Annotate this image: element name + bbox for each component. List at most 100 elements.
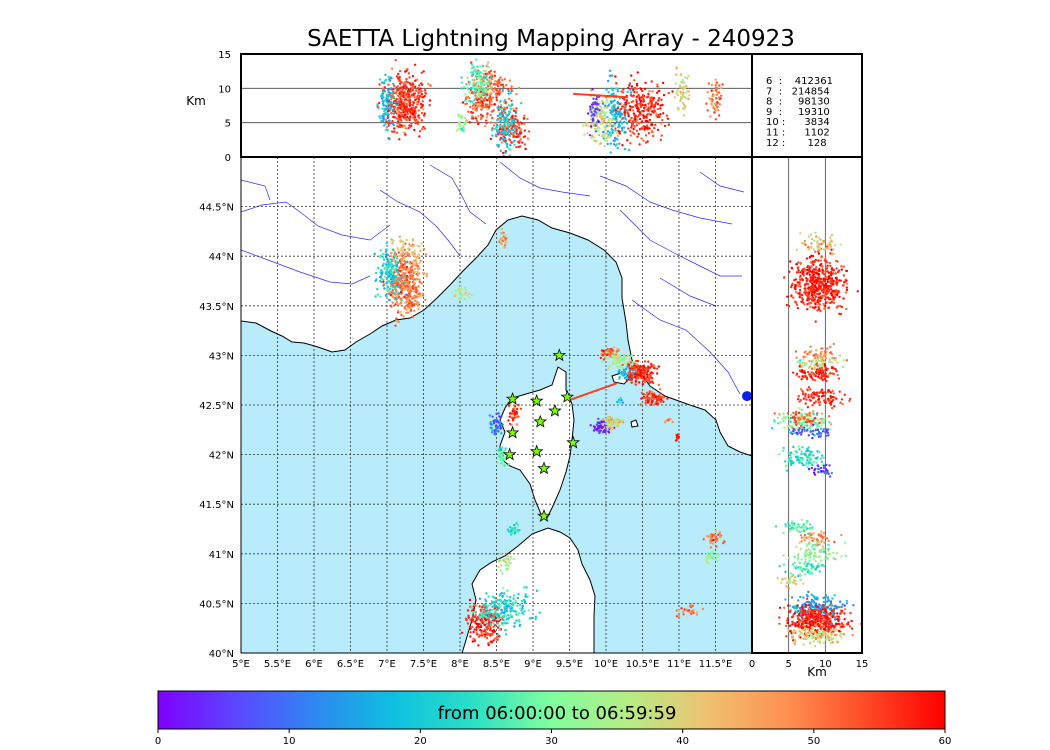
map-source-point bbox=[394, 297, 397, 300]
lon-altitude-point bbox=[644, 105, 648, 109]
altitude-lat-point bbox=[839, 401, 842, 404]
altitude-lat-point bbox=[818, 285, 821, 288]
lon-altitude-point bbox=[645, 124, 649, 127]
lon-altitude-point bbox=[382, 124, 386, 127]
lon-altitude-point bbox=[408, 76, 411, 79]
lon-altitude-point bbox=[591, 88, 594, 91]
lon-altitude-point bbox=[715, 93, 719, 97]
altitude-lat-point bbox=[824, 304, 827, 308]
altitude-lat-point bbox=[813, 284, 817, 288]
lon-altitude-point bbox=[469, 88, 472, 92]
lon-altitude-point bbox=[392, 105, 395, 109]
map-source-point bbox=[492, 422, 496, 425]
map-source-point bbox=[403, 265, 406, 268]
lon-altitude-point bbox=[625, 101, 628, 104]
map-source-point bbox=[499, 457, 502, 460]
lon-altitude-point bbox=[457, 121, 461, 124]
lon-altitude-point bbox=[714, 103, 718, 107]
lon-altitude-point bbox=[597, 130, 600, 133]
map-source-point bbox=[511, 412, 514, 415]
lon-altitude-point bbox=[508, 79, 512, 82]
map-source-point bbox=[385, 256, 388, 259]
lon-altitude-point bbox=[515, 92, 518, 96]
lon-altitude-point bbox=[477, 121, 480, 125]
map-source-point bbox=[401, 268, 404, 272]
map-source-point bbox=[709, 541, 713, 544]
map-source-point bbox=[493, 433, 497, 436]
map-source-point bbox=[622, 359, 625, 362]
map-x-tick-label: 5°E bbox=[232, 659, 250, 670]
lon-altitude-point bbox=[612, 139, 615, 142]
map-source-point bbox=[470, 294, 473, 297]
altitude-lat-point bbox=[833, 282, 837, 285]
map-source-point bbox=[496, 419, 499, 423]
lon-altitude-point bbox=[598, 105, 602, 108]
count-row: 7 : 214854 bbox=[766, 86, 830, 97]
lon-altitude-point bbox=[492, 90, 495, 93]
map-source-point bbox=[512, 597, 515, 600]
map-source-point bbox=[535, 589, 539, 592]
lon-altitude-point bbox=[510, 89, 513, 93]
lon-altitude-point bbox=[471, 73, 474, 77]
map-streak bbox=[569, 382, 618, 401]
altitude-lat-point bbox=[799, 278, 802, 281]
lon-altitude-point bbox=[508, 138, 511, 141]
altitude-lat-point bbox=[809, 345, 812, 348]
lon-altitude-point bbox=[612, 109, 615, 113]
lon-altitude-point bbox=[648, 127, 651, 130]
altitude-lat-point bbox=[821, 271, 824, 274]
lon-altitude-point bbox=[398, 138, 401, 141]
lon-altitude-point bbox=[387, 90, 390, 94]
map-source-point bbox=[389, 273, 392, 276]
map-source-point bbox=[477, 622, 480, 626]
river-6 bbox=[599, 175, 733, 225]
map-source-point bbox=[489, 627, 492, 630]
map-source-point bbox=[644, 393, 647, 396]
lon-altitude-point bbox=[603, 106, 606, 110]
map-source-point bbox=[487, 604, 490, 607]
lon-altitude-point bbox=[612, 92, 615, 95]
lon-altitude-point bbox=[681, 79, 684, 82]
map-source-point bbox=[464, 617, 468, 620]
lon-altitude-point bbox=[516, 135, 519, 138]
map-source-point bbox=[459, 292, 462, 295]
river-1 bbox=[241, 249, 371, 285]
map-source-point bbox=[618, 420, 621, 424]
lon-altitude-streak bbox=[573, 92, 628, 99]
altitude-lat-point bbox=[804, 268, 808, 272]
altitude-lat-point bbox=[842, 284, 845, 287]
map-source-point bbox=[500, 453, 503, 457]
lon-altitude-point bbox=[489, 75, 493, 78]
altitude-lat-grid bbox=[788, 157, 826, 653]
lon-altitude-point bbox=[506, 87, 510, 91]
altitude-lat-point bbox=[815, 368, 819, 371]
map-source-point bbox=[499, 559, 502, 562]
map-source-point bbox=[515, 423, 518, 426]
lon-altitude-point bbox=[505, 117, 509, 121]
lon-altitude-point bbox=[397, 120, 400, 123]
map-source-point bbox=[412, 264, 415, 267]
map-source-point bbox=[520, 609, 523, 612]
lon-altitude-point bbox=[417, 114, 420, 117]
lon-altitude-point bbox=[646, 113, 649, 116]
map-source-point bbox=[377, 266, 380, 270]
map-source-point bbox=[488, 624, 492, 628]
lon-altitude-point bbox=[457, 127, 460, 130]
lon-altitude-point bbox=[487, 65, 490, 69]
map-source-point bbox=[386, 287, 389, 290]
lon-altitude-point bbox=[489, 69, 493, 73]
lon-altitude-point bbox=[653, 103, 657, 106]
map-source-point bbox=[478, 605, 481, 608]
altitude-lat-point bbox=[792, 371, 795, 374]
map-source-point bbox=[508, 526, 512, 529]
map-source-point bbox=[721, 541, 725, 545]
lon-altitude-point bbox=[633, 90, 636, 94]
map-source-point bbox=[407, 260, 410, 263]
altitude-lat-point bbox=[817, 305, 820, 309]
map-source-point bbox=[467, 614, 470, 617]
map-source-point bbox=[396, 273, 400, 276]
map-source-point bbox=[642, 369, 645, 372]
map-source-point bbox=[501, 595, 504, 598]
map-source-point bbox=[601, 418, 605, 421]
map-source-point bbox=[659, 398, 663, 401]
